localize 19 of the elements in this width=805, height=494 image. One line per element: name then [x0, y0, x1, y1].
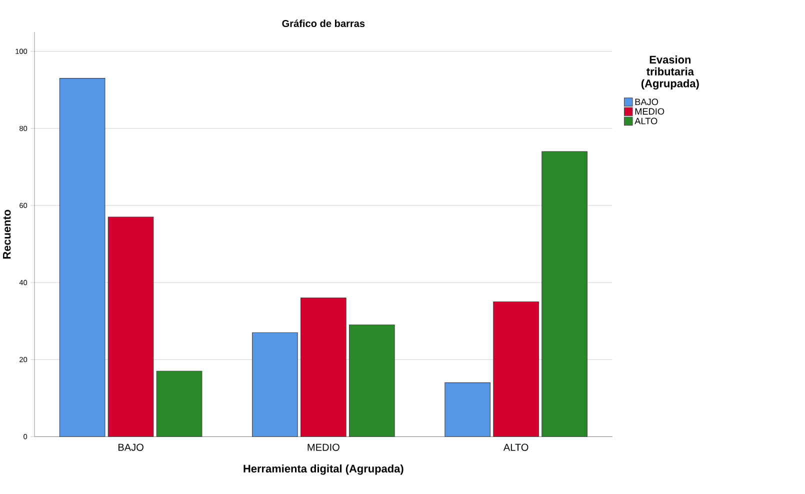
x-tick-label: BAJO: [118, 444, 144, 452]
bar: [542, 152, 588, 438]
x-axis-title: Herramienta digital (Agrupada): [244, 464, 404, 476]
legend-label: BAJO: [635, 98, 658, 106]
bar: [108, 216, 154, 438]
chart-title: Gráfico de barras: [282, 20, 365, 28]
x-tick-label: ALTO: [503, 444, 528, 452]
bar: [252, 332, 298, 438]
bar: [348, 324, 395, 438]
bar: [444, 382, 490, 438]
legend-label: ALTO: [634, 118, 658, 124]
legend-label: MEDIO: [635, 108, 664, 115]
x-tick-label: MEDIO: [308, 444, 340, 452]
bar: [59, 78, 106, 438]
bar: [300, 298, 346, 438]
y-axis-title: Recuento: [3, 210, 11, 259]
bar: [156, 371, 202, 438]
bar: [493, 302, 539, 438]
legend-title: Evasion tributaria (Agrupada): [641, 56, 699, 90]
